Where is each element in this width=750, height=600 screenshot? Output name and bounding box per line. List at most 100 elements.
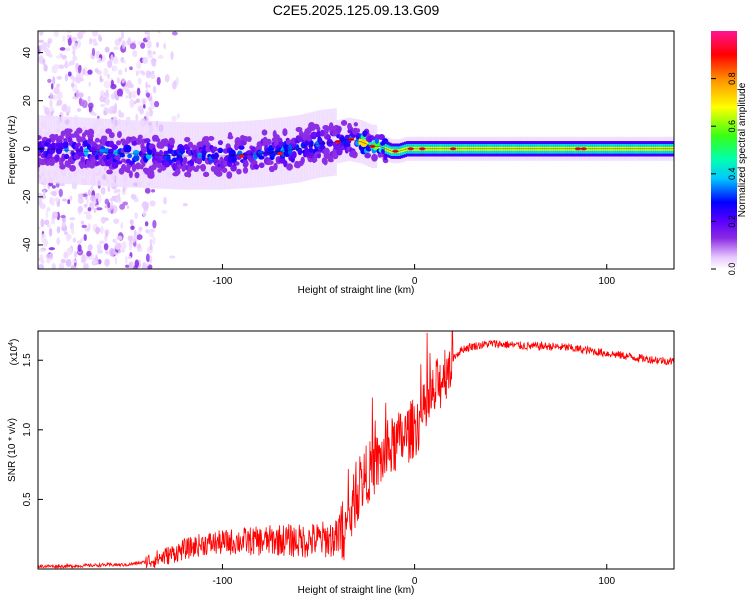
spectrogram-band-blob <box>119 153 126 158</box>
spectrogram-noise-blob <box>98 57 102 61</box>
spectrogram-noise-blob <box>86 210 91 220</box>
spectrogram-noise-blob <box>121 241 127 250</box>
spectrogram-noise-blob <box>116 77 120 84</box>
spectrogram-band-blob <box>278 141 285 148</box>
spectrogram-noise-blob <box>107 59 113 69</box>
spectrogram-noise-blob <box>94 68 99 73</box>
spectrogram-noise-blob <box>87 95 91 102</box>
spectrogram-band-blob <box>246 136 252 142</box>
colorbar-tick-label: 0.0 <box>727 263 737 276</box>
spectrogram-noise-blob <box>59 47 66 51</box>
colorbar: 0.0 0.2 0.4 0.6 0.8 Normalized spectral ampl… <box>711 31 748 275</box>
spectrogram-noise-blob <box>69 195 73 201</box>
spectrogram-band-blob <box>242 166 249 174</box>
spectrogram-noise-blob <box>127 235 133 242</box>
spectrogram-noise-blob <box>145 81 148 90</box>
spectrogram-noise-blob <box>103 92 108 96</box>
spectrogram-noise-blob <box>58 188 63 198</box>
spectrogram-band-blob <box>79 161 85 169</box>
spectrogram-band-blob <box>106 169 113 175</box>
spectrogram-noise-blob <box>50 191 57 196</box>
spectrogram-band-blob <box>154 137 161 142</box>
spectrogram-noise-blob <box>113 218 120 224</box>
spectrogram-noise-blob <box>98 33 102 41</box>
spectrogram-noise-blob <box>52 94 58 101</box>
spectrogram-noise-blob <box>54 197 59 203</box>
spectrogram-noise-blob <box>133 101 137 105</box>
spectrogram-noise-blob <box>81 224 88 229</box>
spectrogram-band-blob <box>195 165 201 170</box>
spectrogram-noise-blob <box>150 58 157 63</box>
spectrogram-noise-blob <box>149 244 153 251</box>
spectrogram-band-blob <box>94 161 101 166</box>
spectrogram-noise-blob <box>110 54 114 62</box>
spectrogram-noise-blob <box>134 212 139 220</box>
spectrogram-noise-blob <box>109 198 115 202</box>
spectrogram-noise-blob <box>164 74 170 83</box>
spectrogram-noise-blob <box>45 49 51 57</box>
spectrogram-noise-blob <box>92 112 98 117</box>
spectrogram-noise-blob <box>45 210 49 219</box>
spectrogram-band-blob <box>353 122 359 127</box>
spectrogram-band-blob <box>265 138 272 146</box>
spectrogram-noise-blob <box>74 42 78 47</box>
spectrogram-noise-blob <box>154 100 160 108</box>
spectrogram-band-blob <box>111 144 118 151</box>
spectrogram-noise-blob <box>147 53 153 59</box>
spectrogram-band-blob <box>217 140 224 146</box>
spectrogram-band-blob <box>94 137 100 143</box>
spectrogram-band-blob <box>230 164 237 172</box>
spectrogram-noise-blob <box>136 87 141 96</box>
spectrogram-noise-blob <box>103 243 109 251</box>
spectrogram-noise-blob <box>124 256 128 264</box>
spectrogram-noise-blob <box>109 247 115 257</box>
spectrogram-noise-blob <box>144 201 149 210</box>
spectrogram-band-blob <box>176 154 183 161</box>
spectrogram-band-blob <box>168 137 175 144</box>
spectrogram-band-blob <box>297 147 303 156</box>
spectrogram-noise-blob <box>132 49 138 58</box>
spectrogram-band-blob <box>300 156 305 164</box>
spectrogram-noise-blob <box>130 94 137 99</box>
spectrogram-noise-blob <box>81 254 86 264</box>
spectrogram-noise-blob <box>38 264 45 269</box>
spectrogram-noise-blob <box>117 69 123 76</box>
spectrogram-noise-blob <box>130 193 137 200</box>
spectrogram-noise-blob <box>107 185 111 193</box>
snr-y-tick-label: 1.0 <box>22 422 33 436</box>
spectrogram-noise-blob <box>87 69 93 75</box>
spectrogram-band-blob <box>326 138 334 147</box>
spectrogram-noise-blob <box>77 65 82 74</box>
spectrogram-band-blob <box>274 134 280 140</box>
spectrogram-noise-blob <box>89 37 93 45</box>
spectrogram-band-blob <box>77 151 83 157</box>
spectrogram-noise-blob <box>58 262 65 269</box>
spectrogram-band-blob <box>261 129 268 136</box>
spectrogram-band-blob <box>63 138 68 143</box>
spectrogram-band-blob <box>116 140 122 146</box>
spectrogram-noise-blob <box>161 210 168 214</box>
spectrogram-y-axis-label: Frequency (Hz) <box>7 116 18 185</box>
spectrogram-band-blob <box>108 131 115 139</box>
spectrogram-noise-blob <box>97 245 101 254</box>
spectrogram-noise-blob <box>53 87 60 95</box>
spectrogram-band-blob <box>191 144 198 151</box>
spectrogram-band-blob <box>197 152 202 159</box>
spectrogram-noise-blob <box>71 37 78 42</box>
spectrogram-band-blob <box>212 146 218 152</box>
spectrogram-noise-blob <box>156 41 159 48</box>
colorbar-tick-label: 0.2 <box>727 215 737 228</box>
spectrogram-noise-blob <box>130 83 134 89</box>
spectrogram-noise-blob <box>47 224 51 228</box>
spectrogram-noise-blob <box>105 250 109 255</box>
spectrogram-x-axis-label: Height of straight line (km) <box>298 285 415 296</box>
spectrogram-y-tick-label: 20 <box>22 95 33 107</box>
spectrogram-noise-blob <box>129 42 137 50</box>
spectrogram-noise-blob <box>43 238 48 248</box>
snr-x-tick-label: 0 <box>412 576 418 587</box>
spectrogram-noise-blob <box>39 194 47 200</box>
spectrogram-peak <box>238 154 245 158</box>
spectrogram-band-blob <box>383 158 389 164</box>
spectrogram-band-blob <box>256 143 263 148</box>
spectrogram-noise-blob <box>116 88 124 97</box>
